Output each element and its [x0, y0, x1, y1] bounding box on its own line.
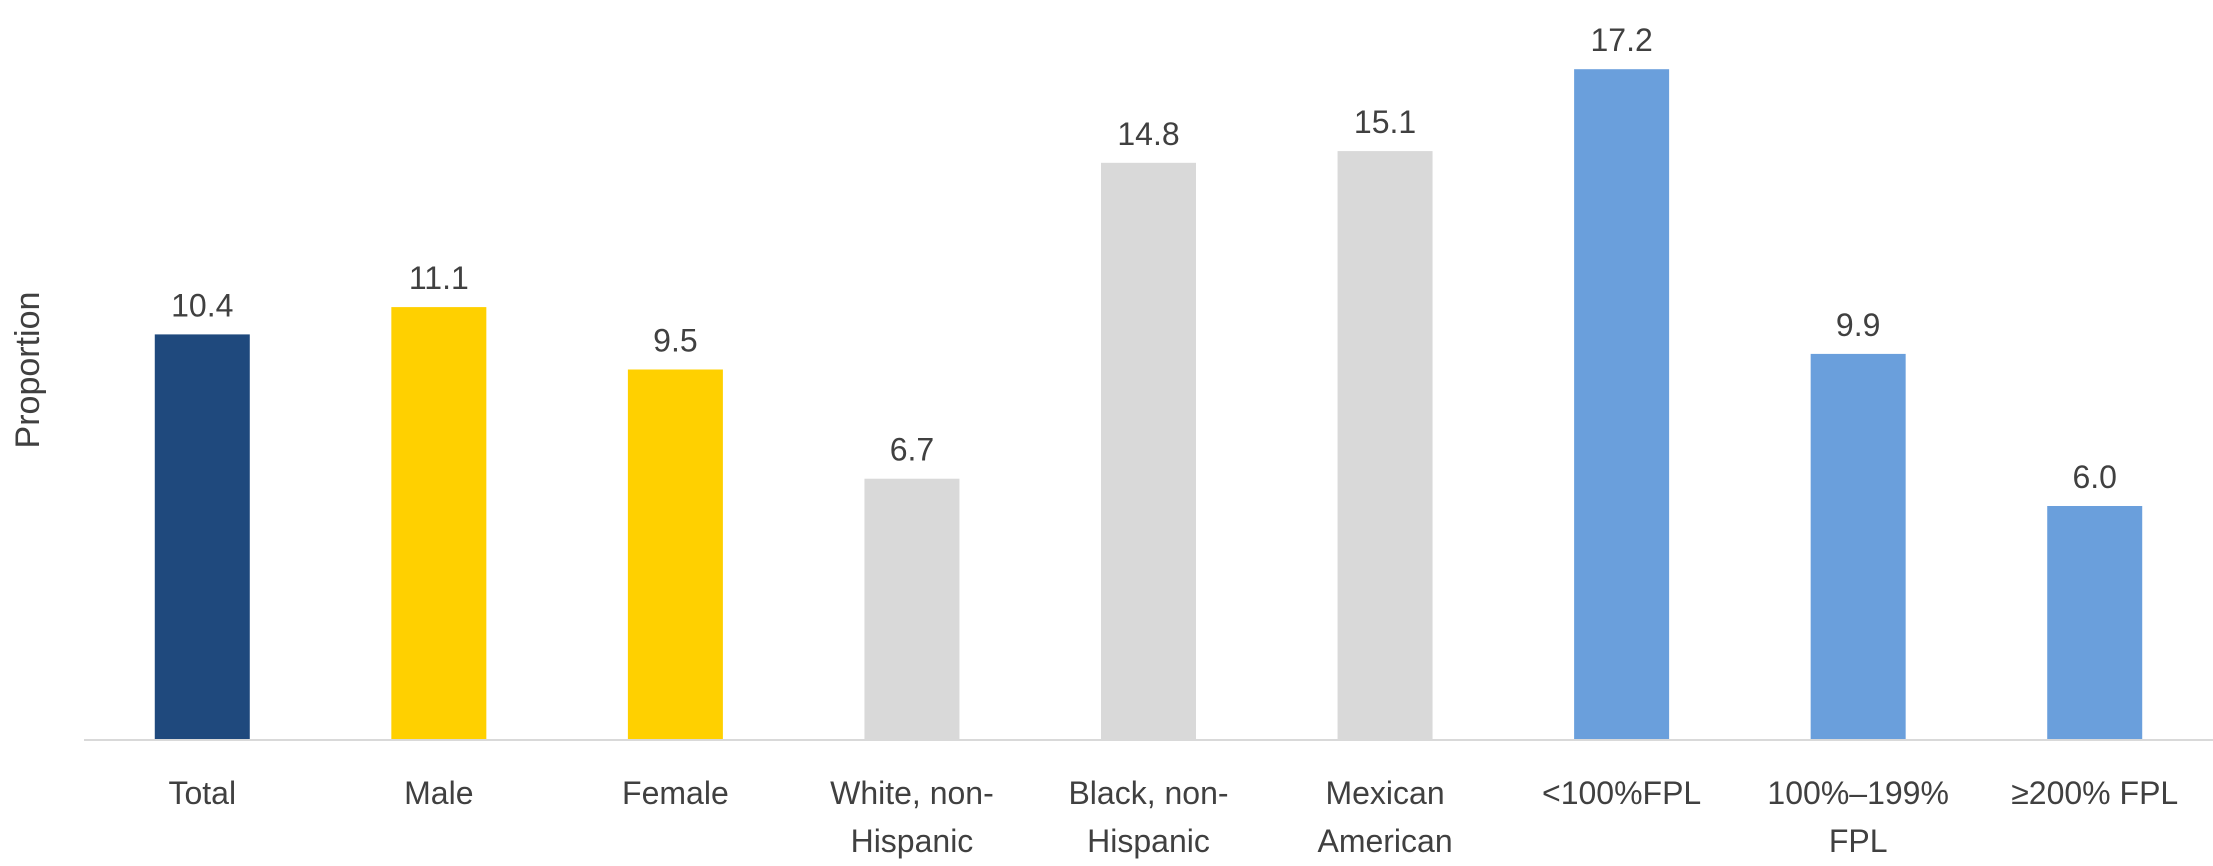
bar-value-label: 9.5 — [653, 323, 697, 359]
bar-value-label: 17.2 — [1590, 22, 1652, 58]
bar-value-label: 6.0 — [2072, 459, 2116, 495]
bar-4 — [1101, 162, 1196, 741]
bar-value-label: 14.8 — [1117, 116, 1179, 152]
x-tick-label-line: Mexican — [1325, 775, 1444, 811]
x-tick-label-line: Total — [168, 775, 236, 811]
category-labels-layer: Total Male Female White, non-HispanicBlack,… — [168, 775, 2178, 859]
x-tick-label: ≥200% FPL — [2011, 775, 2178, 811]
x-tick-label-line: Female — [622, 775, 729, 811]
bar-value-label: 10.4 — [171, 287, 233, 323]
bar-2 — [627, 369, 723, 740]
x-tick-label-line: ≥200% FPL — [2011, 775, 2178, 811]
bar-value-label: 9.9 — [1836, 307, 1880, 343]
bar-6 — [1574, 69, 1670, 740]
bar-3 — [864, 478, 960, 740]
bar-value-label: 15.1 — [1354, 104, 1416, 140]
value-labels-layer: 10.4 11.1 9.5 6.7 14.8 15.1 17.2 9.9 6.0 — [171, 22, 2117, 495]
x-tick-label-line: Hispanic — [1087, 823, 1210, 859]
x-tick-label-line: American — [1317, 823, 1452, 859]
x-tick-label-line: FPL — [1829, 823, 1888, 859]
x-tick-label: 100%–199% FPL — [1767, 775, 1948, 859]
y-axis-label: Proportion — [9, 292, 47, 449]
x-tick-label-line: Hispanic — [851, 823, 974, 859]
bar-value-label: 11.1 — [409, 260, 469, 296]
bar-8 — [2047, 506, 2143, 740]
x-tick-label: Total — [168, 775, 236, 811]
x-tick-label-line: <100%FPL — [1542, 775, 1701, 811]
x-tick-label-line: 100%–199% — [1767, 775, 1948, 811]
x-tick-label-line: Male — [404, 775, 473, 811]
x-tick-label: Black, non- Hispanic — [1068, 775, 1228, 859]
bars-layer — [154, 69, 2143, 741]
x-tick-label: Female — [622, 775, 729, 811]
x-tick-label: Mexican American — [1317, 775, 1452, 859]
x-tick-label: White, non- Hispanic — [830, 775, 994, 859]
x-tick-label-line: Black, non- — [1068, 775, 1228, 811]
bar-1 — [391, 307, 487, 740]
bar-0 — [154, 334, 250, 740]
x-tick-label: <100%FPL — [1542, 775, 1701, 811]
bar-7 — [1810, 353, 1906, 740]
x-tick-label-line: White, non- — [830, 775, 994, 811]
bar-value-label: 6.7 — [890, 432, 934, 468]
x-tick-label: Male — [404, 775, 473, 811]
bar-5 — [1337, 151, 1433, 741]
